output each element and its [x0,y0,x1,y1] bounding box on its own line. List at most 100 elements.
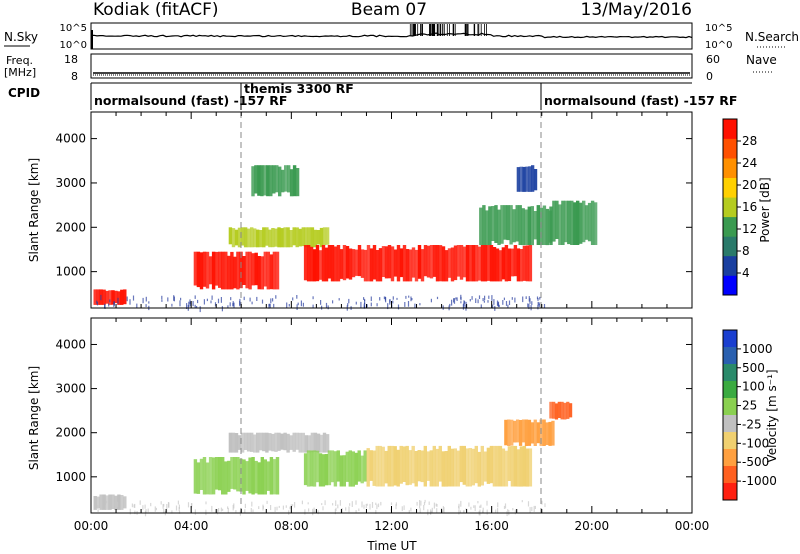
velocity-colorbar-swatch-5 [723,415,737,433]
power-echo-cell [447,248,452,278]
velocity-echo-cell [384,450,388,484]
vel-ground-scatter [419,508,421,513]
velocity-echo-cell [250,432,254,452]
velocity-echo-cell [242,459,246,495]
power-echo-cell [274,228,278,247]
vel-ground-scatter [154,506,156,512]
power-ground-scatter [104,303,106,309]
power-echo-cell [357,245,362,277]
velocity-echo-cell [519,446,524,487]
power-ground-scatter [366,304,368,308]
power-ground-scatter [376,303,378,307]
power-echoes [93,165,598,313]
velocity-echo-cell [528,448,533,487]
power-ground-scatter [363,297,365,300]
vel-ground-scatter [479,505,481,509]
velocity-colorbar-swatch-3 [723,381,737,399]
vel-ground-scatter [166,504,168,509]
velocity-echo-cell [495,445,500,487]
velocity-echo-cell [348,450,352,487]
vel-ground-scatter [366,503,368,506]
power-ground-scatter [543,304,546,308]
velocity-echo-7 [549,401,573,420]
vel-ground-scatter [194,509,196,515]
velocity-echo-cell [336,450,340,482]
power-echo-cell [245,251,249,289]
vel-ground-scatter [134,503,136,508]
power-ground-scatter [96,301,99,306]
power-echo-3 [228,227,330,248]
velocity-echo-cell [280,433,284,450]
vel-ground-scatter [117,501,119,508]
velocity-echo-cell [231,432,236,453]
velocity-echo-cell [236,457,240,492]
power-ground-scatter [407,301,410,307]
vel-ground-scatter [222,508,224,511]
power-echo-cell [453,245,458,281]
power-echo-cell [263,165,267,196]
velocity-echo-cell [462,445,466,485]
power-echo-1 [93,289,127,305]
power-echo-cell [533,211,537,240]
vel-ground-scatter [463,510,465,513]
power-echo-cell [307,227,311,248]
vel-ground-scatter [506,511,508,517]
power-echo-cell [275,165,279,193]
power-ground-scatter [194,304,196,309]
vel-ground-scatter [205,501,207,505]
power-echo-cell [248,251,252,290]
power-colorbar-swatch-2 [723,236,737,257]
power-ground-scatter [488,295,490,299]
velocity-echo-4 [303,450,367,487]
power-echo-cell [240,227,245,246]
vel-ground-scatter [205,509,207,516]
power-echo-cell [579,202,583,244]
vel-ground-scatter [317,510,319,515]
power-echo-cell [354,249,359,276]
vel-ground-scatter [468,502,470,507]
power-ground-scatter [192,301,194,307]
power-echo-cell [528,166,532,192]
power-echo-cell [316,230,321,245]
vel-ground-scatter [410,507,412,512]
power-echo-cell [257,256,261,290]
beam-title: Beam 07 [351,0,427,20]
velocity-echo-2 [193,457,280,495]
power-ground-scatter [538,303,540,307]
velocity-echo-cell [272,459,277,495]
power-echo-cell [117,291,121,305]
velocity-echo-cell [504,419,508,446]
velocity-y-tick-label-4000: 4000 [55,337,86,351]
power-ground-scatter [529,298,531,304]
vel-ground-scatter [235,510,237,513]
power-echo-cell [462,246,467,278]
cpid-segment-2: themis 3300 RF [244,81,354,96]
power-ground-scatter [405,295,407,299]
velocity-echo-cell [522,445,527,487]
power-echo-cell [321,245,326,282]
vel-ground-scatter [301,500,303,505]
power-echo-cell [459,245,464,280]
power-echo-cell [227,255,231,290]
velocity-echo-cell [438,445,442,482]
vel-ground-scatter [139,500,141,505]
power-ground-scatter [268,303,270,309]
noise-left-tick-top: 10^5 [60,23,87,34]
power-ground-scatter [505,301,508,306]
power-echo-cell [242,256,246,285]
vel-ground-scatter [218,508,220,512]
power-echo-cell [528,245,533,282]
power-echo-cell [330,245,335,282]
power-ground-scatter [186,303,188,309]
power-ground-scatter [537,301,539,306]
velocity-echo-cell [253,434,257,453]
power-ground-scatter [261,299,264,304]
power-ground-scatter [136,303,138,309]
power-ground-scatter [233,302,235,309]
power-ground-scatter [482,298,484,302]
power-echo-cell [208,256,213,285]
vel-ground-scatter [460,500,462,507]
power-echo-cell [322,227,327,246]
power-ground-scatter [392,296,394,300]
nave-label: Nave [746,53,777,67]
